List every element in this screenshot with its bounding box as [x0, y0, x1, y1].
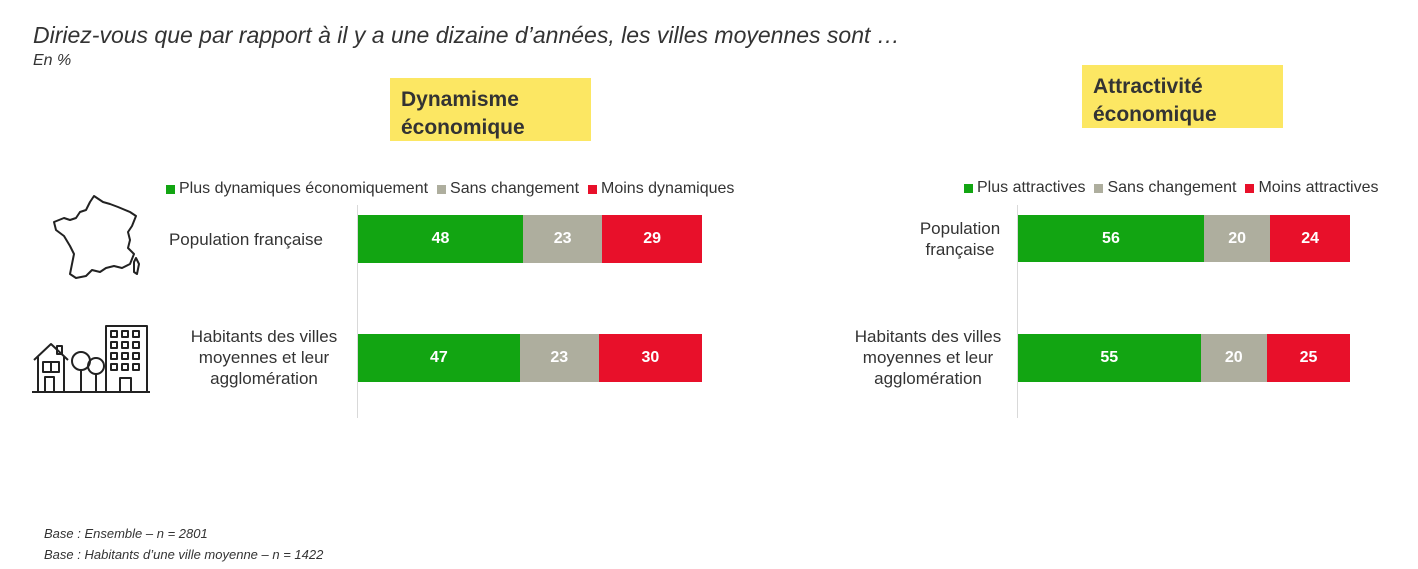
bar-segment-red: 29 — [602, 215, 702, 263]
chart-title: Diriez-vous que par rapport à il y a une… — [33, 22, 900, 48]
data-label: 23 — [550, 349, 569, 366]
data-label: 56 — [1102, 229, 1120, 247]
bar-segment-red: 25 — [1266, 334, 1350, 382]
legend-item: Sans changement — [437, 180, 579, 198]
legend-item: Moins attractives — [1245, 179, 1379, 197]
legend-item: Plus attractives — [964, 179, 1085, 197]
legend-swatch-grey — [1094, 183, 1104, 193]
legend-label: Plus dynamiques économiquement — [179, 180, 429, 197]
town-buildings-icon — [32, 325, 150, 393]
axis-line-dynamisme — [357, 205, 358, 418]
data-label: 47 — [429, 349, 448, 366]
bar-segment-grey: 20 — [1200, 334, 1267, 382]
legend-attractivite: Plus attractives Sans changement Moins a… — [964, 179, 1379, 197]
bar-segment-red: 24 — [1270, 215, 1350, 262]
bar-segment-green: 48 — [358, 215, 524, 263]
legend-item: Plus dynamiques économiquement — [166, 180, 428, 198]
bar-row-attractivite-habitants: 55 20 25 — [1018, 334, 1350, 382]
row-label: Population française — [919, 219, 1001, 259]
panel-title-attractivite: Attractivité économique — [1082, 65, 1283, 128]
data-label: 30 — [641, 349, 660, 366]
france-map-icon — [53, 195, 140, 279]
panel-title-line2: économique — [401, 116, 525, 139]
legend-dynamisme: Plus dynamiques économiquement Sans chan… — [166, 180, 734, 198]
bar-segment-green: 47 — [358, 334, 520, 382]
data-label: 29 — [643, 230, 661, 247]
chart-subtitle: En % — [33, 52, 72, 69]
legend-label: Sans changement — [1107, 179, 1237, 196]
axis-line-attractivite — [1017, 205, 1018, 418]
legend-swatch-green — [964, 183, 973, 193]
legend-label: Moins dynamiques — [601, 180, 735, 197]
legend-item: Moins dynamiques — [588, 180, 734, 198]
legend-swatch-green — [166, 184, 175, 194]
bar-segment-green: 55 — [1018, 334, 1201, 382]
legend-swatch-grey — [437, 184, 447, 194]
panel-title-line1: Attractivité — [1093, 75, 1203, 98]
data-label: 20 — [1228, 229, 1246, 247]
bar-segment-red: 30 — [598, 334, 702, 382]
panel-title-line1: Dynamisme — [401, 88, 519, 111]
data-label: 24 — [1301, 229, 1320, 247]
row-label: Population française — [168, 230, 324, 249]
data-label: 23 — [553, 230, 572, 247]
bar-row-dynamisme-habitants: 47 23 30 — [358, 334, 702, 382]
data-label: 55 — [1100, 349, 1119, 366]
legend-item: Sans changement — [1094, 179, 1236, 197]
panel-title-line2: économique — [1093, 103, 1217, 126]
legend-label: Sans changement — [450, 180, 580, 197]
row-label: Habitants des villes moyennes et leur ag… — [190, 327, 338, 388]
bar-segment-grey: 23 — [519, 334, 599, 382]
legend-swatch-red — [1245, 183, 1255, 193]
data-label: 48 — [431, 230, 450, 247]
legend-label: Plus attractives — [977, 179, 1086, 196]
legend-label: Moins attractives — [1258, 179, 1379, 196]
data-label: 25 — [1299, 349, 1318, 366]
bar-row-attractivite-population: 56 20 24 — [1018, 215, 1350, 262]
base-note-ensemble: Base : Ensemble – n = 2801 — [44, 526, 208, 541]
bar-segment-grey: 20 — [1203, 215, 1271, 262]
bar-segment-grey: 23 — [523, 215, 603, 263]
base-note-habitants: Base : Habitants d’une ville moyenne – n… — [44, 547, 324, 562]
row-label: Habitants des villes moyennes et leur ag… — [854, 327, 1002, 388]
bar-row-dynamisme-population: 48 23 29 — [358, 215, 702, 263]
legend-swatch-red — [588, 184, 598, 194]
bar-segment-green: 56 — [1018, 215, 1204, 262]
data-label: 20 — [1224, 349, 1243, 366]
panel-title-dynamisme: Dynamisme économique — [390, 78, 591, 141]
